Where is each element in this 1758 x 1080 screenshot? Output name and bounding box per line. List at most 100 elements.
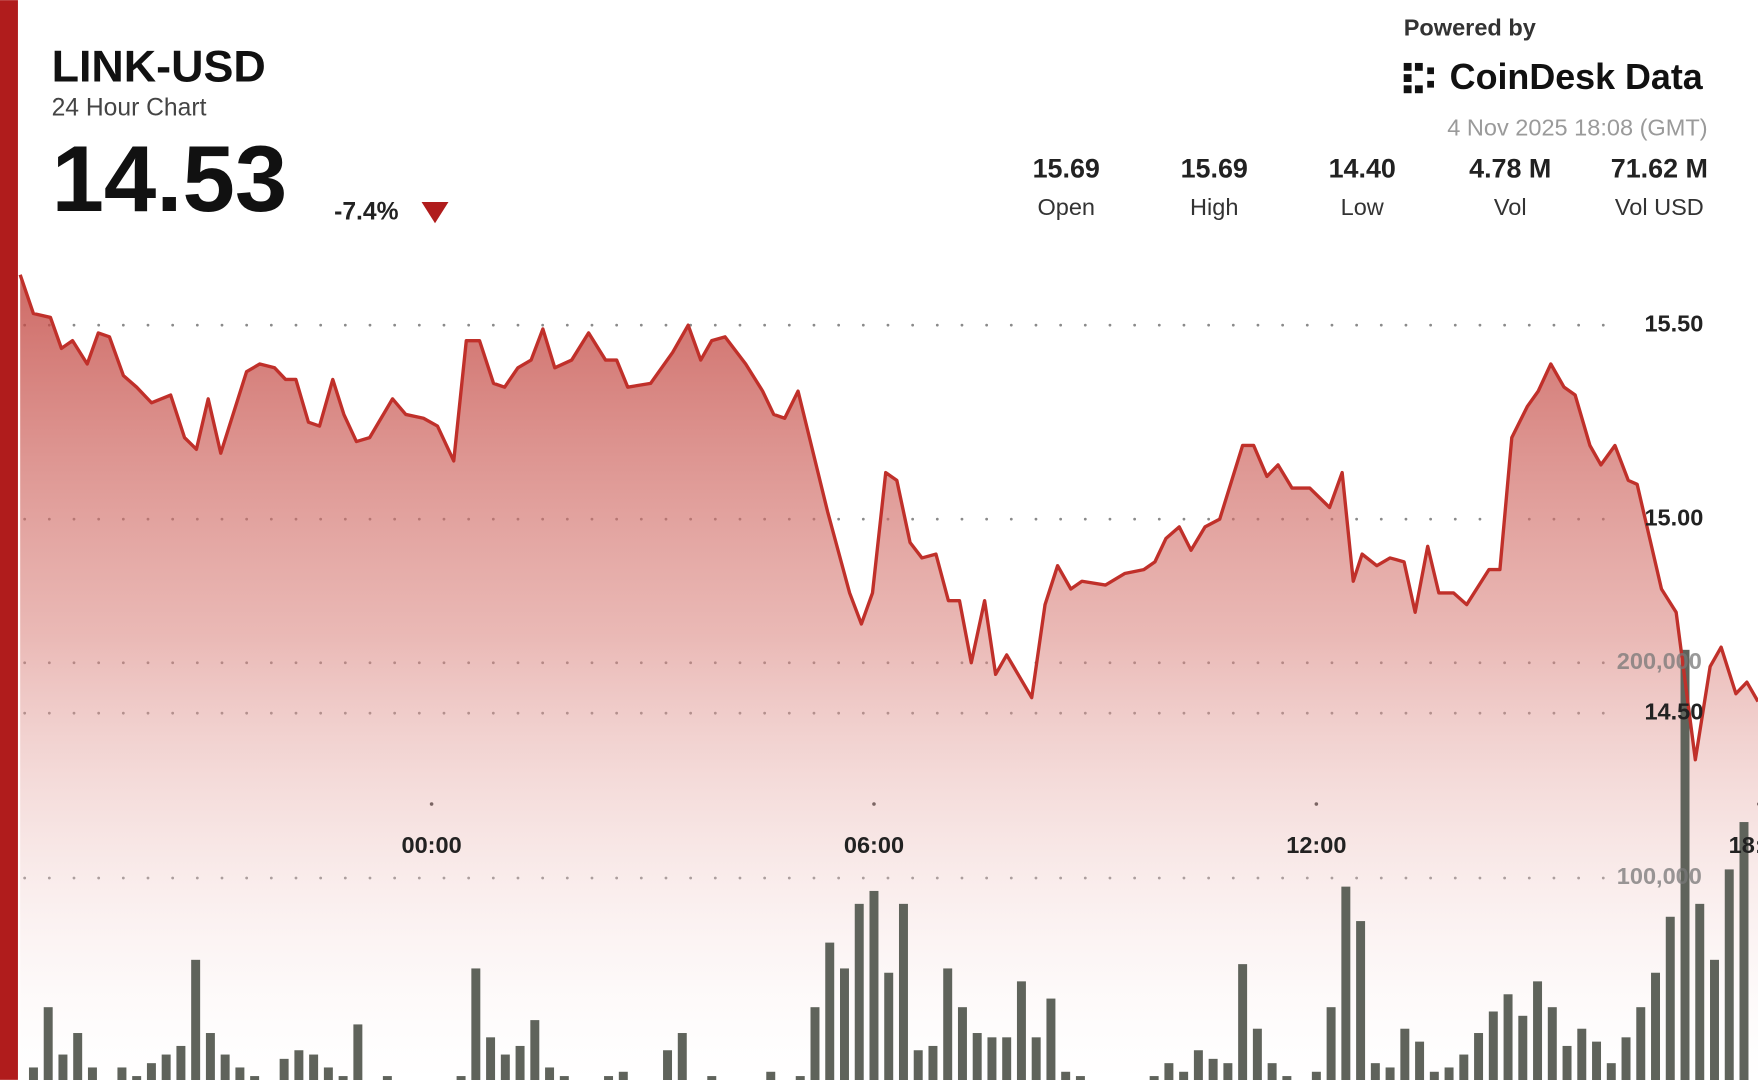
accent-bar — [0, 0, 18, 1080]
plot-area: 14.50 15.00 15.50 00:00 06:00 12:00 18:00 100,0… — [18, 274, 1758, 1080]
volume-bar — [1665, 916, 1675, 1080]
volume-bar — [220, 1054, 230, 1080]
volume-bar — [1415, 1041, 1425, 1080]
volume-bar — [176, 1045, 186, 1080]
volume-bar — [205, 1033, 215, 1080]
volume-bar — [146, 1063, 156, 1080]
volume-bar — [839, 968, 849, 1080]
volume-bar — [132, 1076, 142, 1080]
y-tick-label: 15.50 — [1644, 310, 1703, 336]
volume-bar — [618, 1071, 628, 1080]
x-tick-label: 18:00 — [1729, 832, 1758, 858]
volume-bar — [1016, 981, 1026, 1080]
powered-by: Powered by — [1404, 15, 1536, 41]
y2-tick-label: 200,000 — [1617, 648, 1702, 674]
bar-layer — [28, 649, 1749, 1080]
volume-bar — [1680, 649, 1690, 1080]
volume-bar — [1592, 1041, 1602, 1080]
volume-bar — [1429, 1071, 1439, 1080]
volume-bar — [957, 1007, 967, 1080]
volume-bar — [1621, 1037, 1631, 1080]
volume-bar — [1238, 964, 1248, 1080]
stat-label: Vol — [1494, 194, 1527, 220]
volume-bar — [1577, 1028, 1587, 1080]
volume-bar — [250, 1076, 260, 1080]
volume-bar — [1252, 1028, 1262, 1080]
volume-bar — [87, 1067, 97, 1080]
volume-bar — [43, 1007, 53, 1080]
volume-bar — [1326, 1007, 1336, 1080]
volume-bar — [294, 1050, 304, 1080]
stat-label: Low — [1341, 194, 1385, 220]
volume-bar — [1031, 1037, 1041, 1080]
volume-bar — [1710, 959, 1719, 1080]
stat-value: 4.78 M — [1469, 154, 1551, 184]
subtitle: 24 Hour Chart — [52, 94, 207, 121]
volume-bar — [987, 1037, 997, 1080]
volume-bar — [1179, 1071, 1189, 1080]
label-layer: 14.50 15.00 15.50 00:00 06:00 12:00 18:00 100,0… — [402, 310, 1758, 889]
volume-bar — [73, 1033, 83, 1080]
volume-bar — [530, 1020, 540, 1080]
volume-bar — [58, 1054, 68, 1080]
volume-bar — [604, 1076, 614, 1080]
stat-value: 15.69 — [1181, 154, 1248, 184]
volume-bar — [161, 1054, 171, 1080]
volume-bar — [1518, 1015, 1528, 1080]
volume-bar — [1370, 1063, 1380, 1080]
volume-bar — [545, 1067, 555, 1080]
volume-bar — [323, 1067, 333, 1080]
volume-bar — [456, 1076, 466, 1080]
stat-value: 14.40 — [1329, 154, 1396, 184]
stat-label: Open — [1037, 194, 1095, 220]
volume-bar — [795, 1076, 805, 1080]
volume-bar — [913, 1050, 923, 1080]
volume-bar — [1606, 1063, 1616, 1080]
volume-bar — [1385, 1067, 1395, 1080]
volume-bar — [353, 1024, 363, 1080]
volume-bar — [854, 903, 864, 1080]
volume-bar — [884, 972, 894, 1080]
stat-value: 15.69 — [1033, 154, 1100, 184]
volume-bar — [1459, 1054, 1469, 1080]
line-layer — [18, 274, 1758, 762]
volume-bar — [500, 1054, 510, 1080]
volume-bar — [1547, 1007, 1557, 1080]
volume-bar — [235, 1067, 245, 1080]
y-tick-label: 15.00 — [1644, 504, 1703, 530]
volume-bar — [1193, 1050, 1203, 1080]
volume-bar — [1075, 1076, 1085, 1080]
stat-label: Vol USD — [1615, 194, 1704, 220]
volume-bar — [1474, 1033, 1484, 1080]
volume-bar — [1267, 1063, 1277, 1080]
volume-bar — [663, 1050, 673, 1080]
volume-bar — [515, 1045, 525, 1080]
volume-bar — [471, 968, 481, 1080]
volume-bar — [1400, 1028, 1410, 1080]
volume-bar — [191, 959, 201, 1080]
volume-bar — [928, 1045, 938, 1080]
price: 14.53 — [52, 126, 288, 231]
volume-bar — [338, 1076, 348, 1080]
volume-bar — [943, 968, 953, 1080]
area-layer — [20, 274, 1758, 1080]
x-tick-label: 12:00 — [1286, 832, 1346, 858]
volume-bar — [1311, 1071, 1321, 1080]
volume-bar — [1533, 981, 1543, 1080]
down-arrow — [421, 201, 449, 224]
volume-bar — [869, 890, 879, 1080]
volume-bar — [486, 1037, 496, 1080]
price-line — [18, 274, 1758, 762]
volume-bar — [1164, 1063, 1174, 1080]
symbol: LINK-USD — [52, 41, 266, 92]
volume-bar — [1503, 994, 1513, 1080]
change: -7.4% — [334, 199, 398, 226]
brand: CoinDesk Data — [1450, 57, 1704, 97]
volume-bar — [1488, 1011, 1498, 1080]
volume-bar — [677, 1033, 687, 1080]
stats: 15.69 Open 15.69 High 14.40 Low 4.78 M Vol 71.62… — [1033, 154, 1708, 220]
volume-bar — [1444, 1067, 1454, 1080]
price-area — [20, 274, 1758, 1080]
volume-bar — [1002, 1037, 1012, 1080]
volume-bar — [1208, 1058, 1218, 1080]
